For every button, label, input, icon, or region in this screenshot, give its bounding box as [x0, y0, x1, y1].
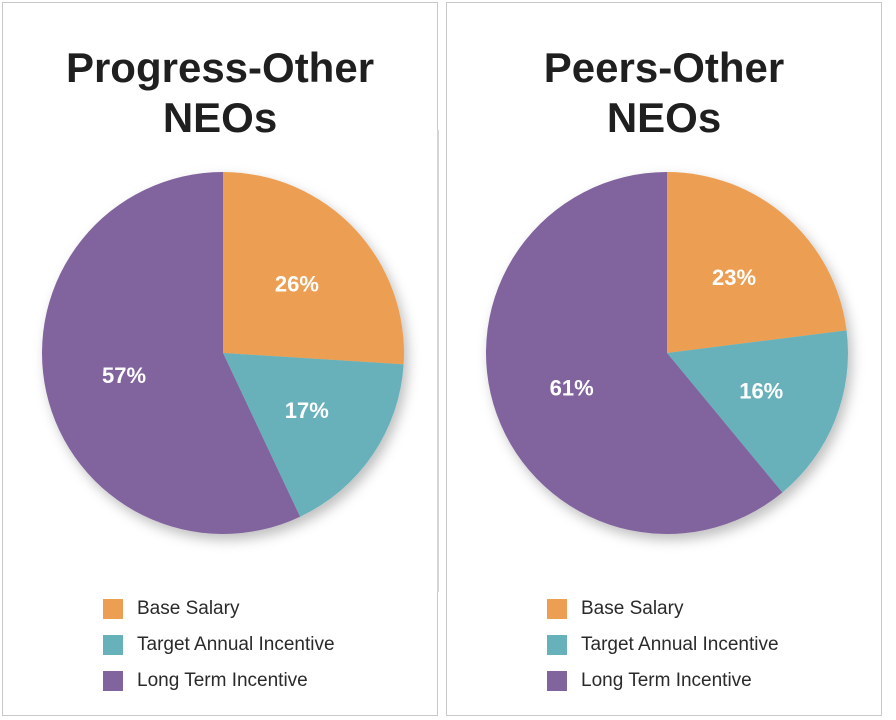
- legend-item-long-term-incentive: Long Term Incentive: [103, 663, 335, 699]
- legend-swatch-base-salary: [547, 599, 567, 619]
- pie-slice-base-salary: [223, 172, 404, 365]
- slice-label-target-annual-incentive: 17%: [285, 398, 329, 423]
- panel-divider: [437, 130, 439, 592]
- pie-slice-long-term-incentive: [486, 172, 783, 534]
- slice-label-long-term-incentive: 57%: [102, 363, 146, 388]
- pie-slice-long-term-incentive: [41, 172, 301, 534]
- legend-label: Target Annual Incentive: [581, 634, 779, 655]
- chart-title-line-2: NEOs: [162, 94, 278, 141]
- slice-label-target-annual-incentive: 16%: [739, 378, 783, 403]
- chart-panel-peers: Peers-Other NEOs 23% 16% 61% Base Salary T…: [446, 2, 882, 716]
- legend-item-base-salary: Base Salary: [103, 591, 335, 627]
- slice-label-base-salary: 23%: [712, 265, 756, 290]
- chart-title-line-1: Progress-Other: [65, 44, 375, 91]
- legend-item-target-annual-incentive: Target Annual Incentive: [103, 627, 335, 663]
- chart-panel-progress: Progress-Other NEOs 26% 17% 57% Base Salar…: [2, 2, 438, 716]
- legend-label: Long Term Incentive: [581, 670, 752, 691]
- pie-chart: 26% 17% 57%: [41, 172, 404, 534]
- chart-title: Progress-Other NEOs: [3, 43, 437, 143]
- pie-slice-target-annual-incentive: [223, 353, 404, 517]
- pie-slice-base-salary: [667, 172, 847, 353]
- legend-swatch-long-term-incentive: [103, 671, 123, 691]
- chart-title-line-2: NEOs: [606, 94, 722, 141]
- legend-swatch-target-annual-incentive: [547, 635, 567, 655]
- legend-swatch-base-salary: [103, 599, 123, 619]
- slice-label-long-term-incentive: 61%: [550, 375, 594, 400]
- pie-chart: 23% 16% 61%: [486, 172, 848, 534]
- legend-label: Base Salary: [581, 598, 684, 619]
- slice-label-base-salary: 26%: [275, 272, 319, 297]
- legend-label: Base Salary: [137, 598, 240, 619]
- chart-title: Peers-Other NEOs: [447, 43, 881, 143]
- legend-item-base-salary: Base Salary: [547, 591, 779, 627]
- legend-label: Long Term Incentive: [137, 670, 308, 691]
- legend: Base Salary Target Annual Incentive Long…: [547, 591, 779, 699]
- legend-swatch-long-term-incentive: [547, 671, 567, 691]
- legend-label: Target Annual Incentive: [137, 634, 335, 655]
- legend-swatch-target-annual-incentive: [103, 635, 123, 655]
- legend: Base Salary Target Annual Incentive Long…: [103, 591, 335, 699]
- legend-item-long-term-incentive: Long Term Incentive: [547, 663, 779, 699]
- chart-title-line-1: Peers-Other: [543, 44, 785, 91]
- pie-slice-target-annual-incentive: [667, 330, 848, 493]
- legend-item-target-annual-incentive: Target Annual Incentive: [547, 627, 779, 663]
